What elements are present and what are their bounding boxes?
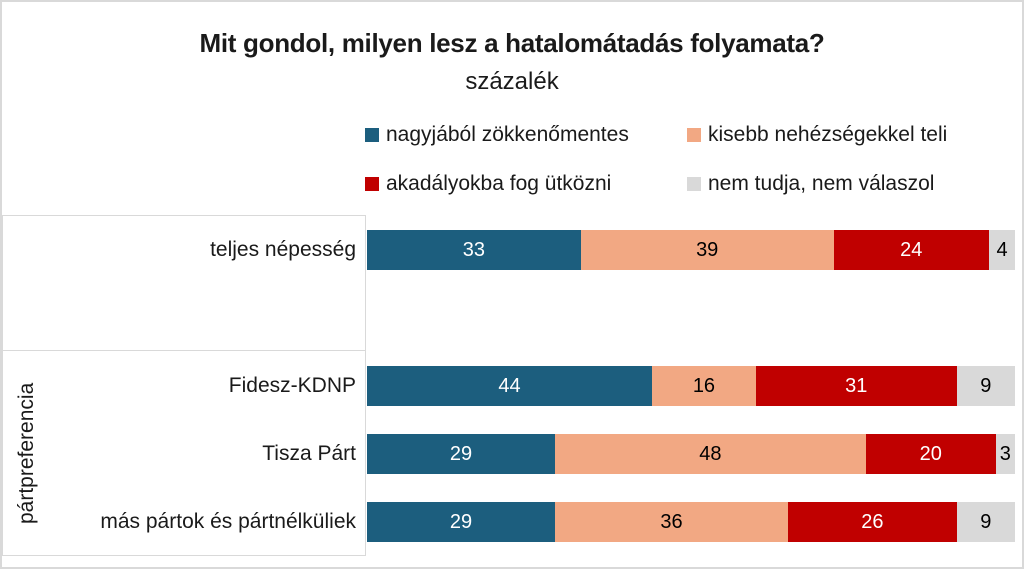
bar-row: 29 36 26 9: [367, 502, 1015, 542]
bar-segment: 31: [755, 366, 957, 406]
legend-label: nem tudja, nem válaszol: [708, 172, 935, 195]
bar-row: 33 39 24 4: [367, 230, 1015, 270]
category-label: más pártok és pártnélküliek: [100, 510, 356, 533]
chart-subtitle: százalék: [465, 68, 559, 95]
legend-item: kisebb nehézségekkel teli: [687, 123, 947, 147]
bar-row: 29 48 20 3: [367, 434, 1015, 474]
bar-row: 44 16 31 9: [367, 366, 1015, 406]
chart-title: Mit gondol, milyen lesz a hatalomátadás …: [199, 28, 825, 58]
bar-segment: 20: [865, 434, 996, 474]
y-axis-title: pártpreferencia: [15, 382, 38, 524]
bar-segment: 33: [367, 230, 581, 270]
legend-label: nagyjából zökkenőmentes: [386, 123, 629, 146]
legend-swatch-icon: [687, 177, 701, 191]
chart-legend: nagyjából zökkenőmentes kisebb nehézsége…: [365, 123, 947, 196]
bar-segment: 29: [367, 434, 555, 474]
category-box-party-preference: [2, 349, 366, 556]
bar-segment: 9: [956, 502, 1015, 542]
bar-segment: 26: [788, 502, 957, 542]
bar-segment: 24: [833, 230, 990, 270]
legend-item: akadályokba fog ütközni: [365, 172, 687, 196]
bar-segment: 36: [554, 502, 789, 542]
legend-item: nem tudja, nem válaszol: [687, 172, 947, 196]
bar-segment: 16: [652, 366, 756, 406]
legend-swatch-icon: [365, 128, 379, 142]
category-label: teljes népesség: [210, 238, 356, 261]
bar-segment: 39: [580, 230, 834, 270]
category-label: Fidesz-KDNP: [228, 374, 356, 397]
bar-segment: 48: [554, 434, 866, 474]
legend-label: akadályokba fog ütközni: [386, 172, 612, 195]
legend-label: kisebb nehézségekkel teli: [708, 123, 948, 146]
category-label: Tisza Párt: [262, 442, 356, 465]
bar-segment: 44: [367, 366, 653, 406]
legend-item: nagyjából zökkenőmentes: [365, 123, 687, 147]
legend-swatch-icon: [687, 128, 701, 142]
bar-segment: 4: [989, 230, 1015, 270]
legend-swatch-icon: [365, 177, 379, 191]
bar-segment: 3: [995, 434, 1015, 474]
bar-segment: 9: [956, 366, 1015, 406]
category-box-total-population: [2, 215, 366, 351]
bar-segment: 29: [367, 502, 555, 542]
